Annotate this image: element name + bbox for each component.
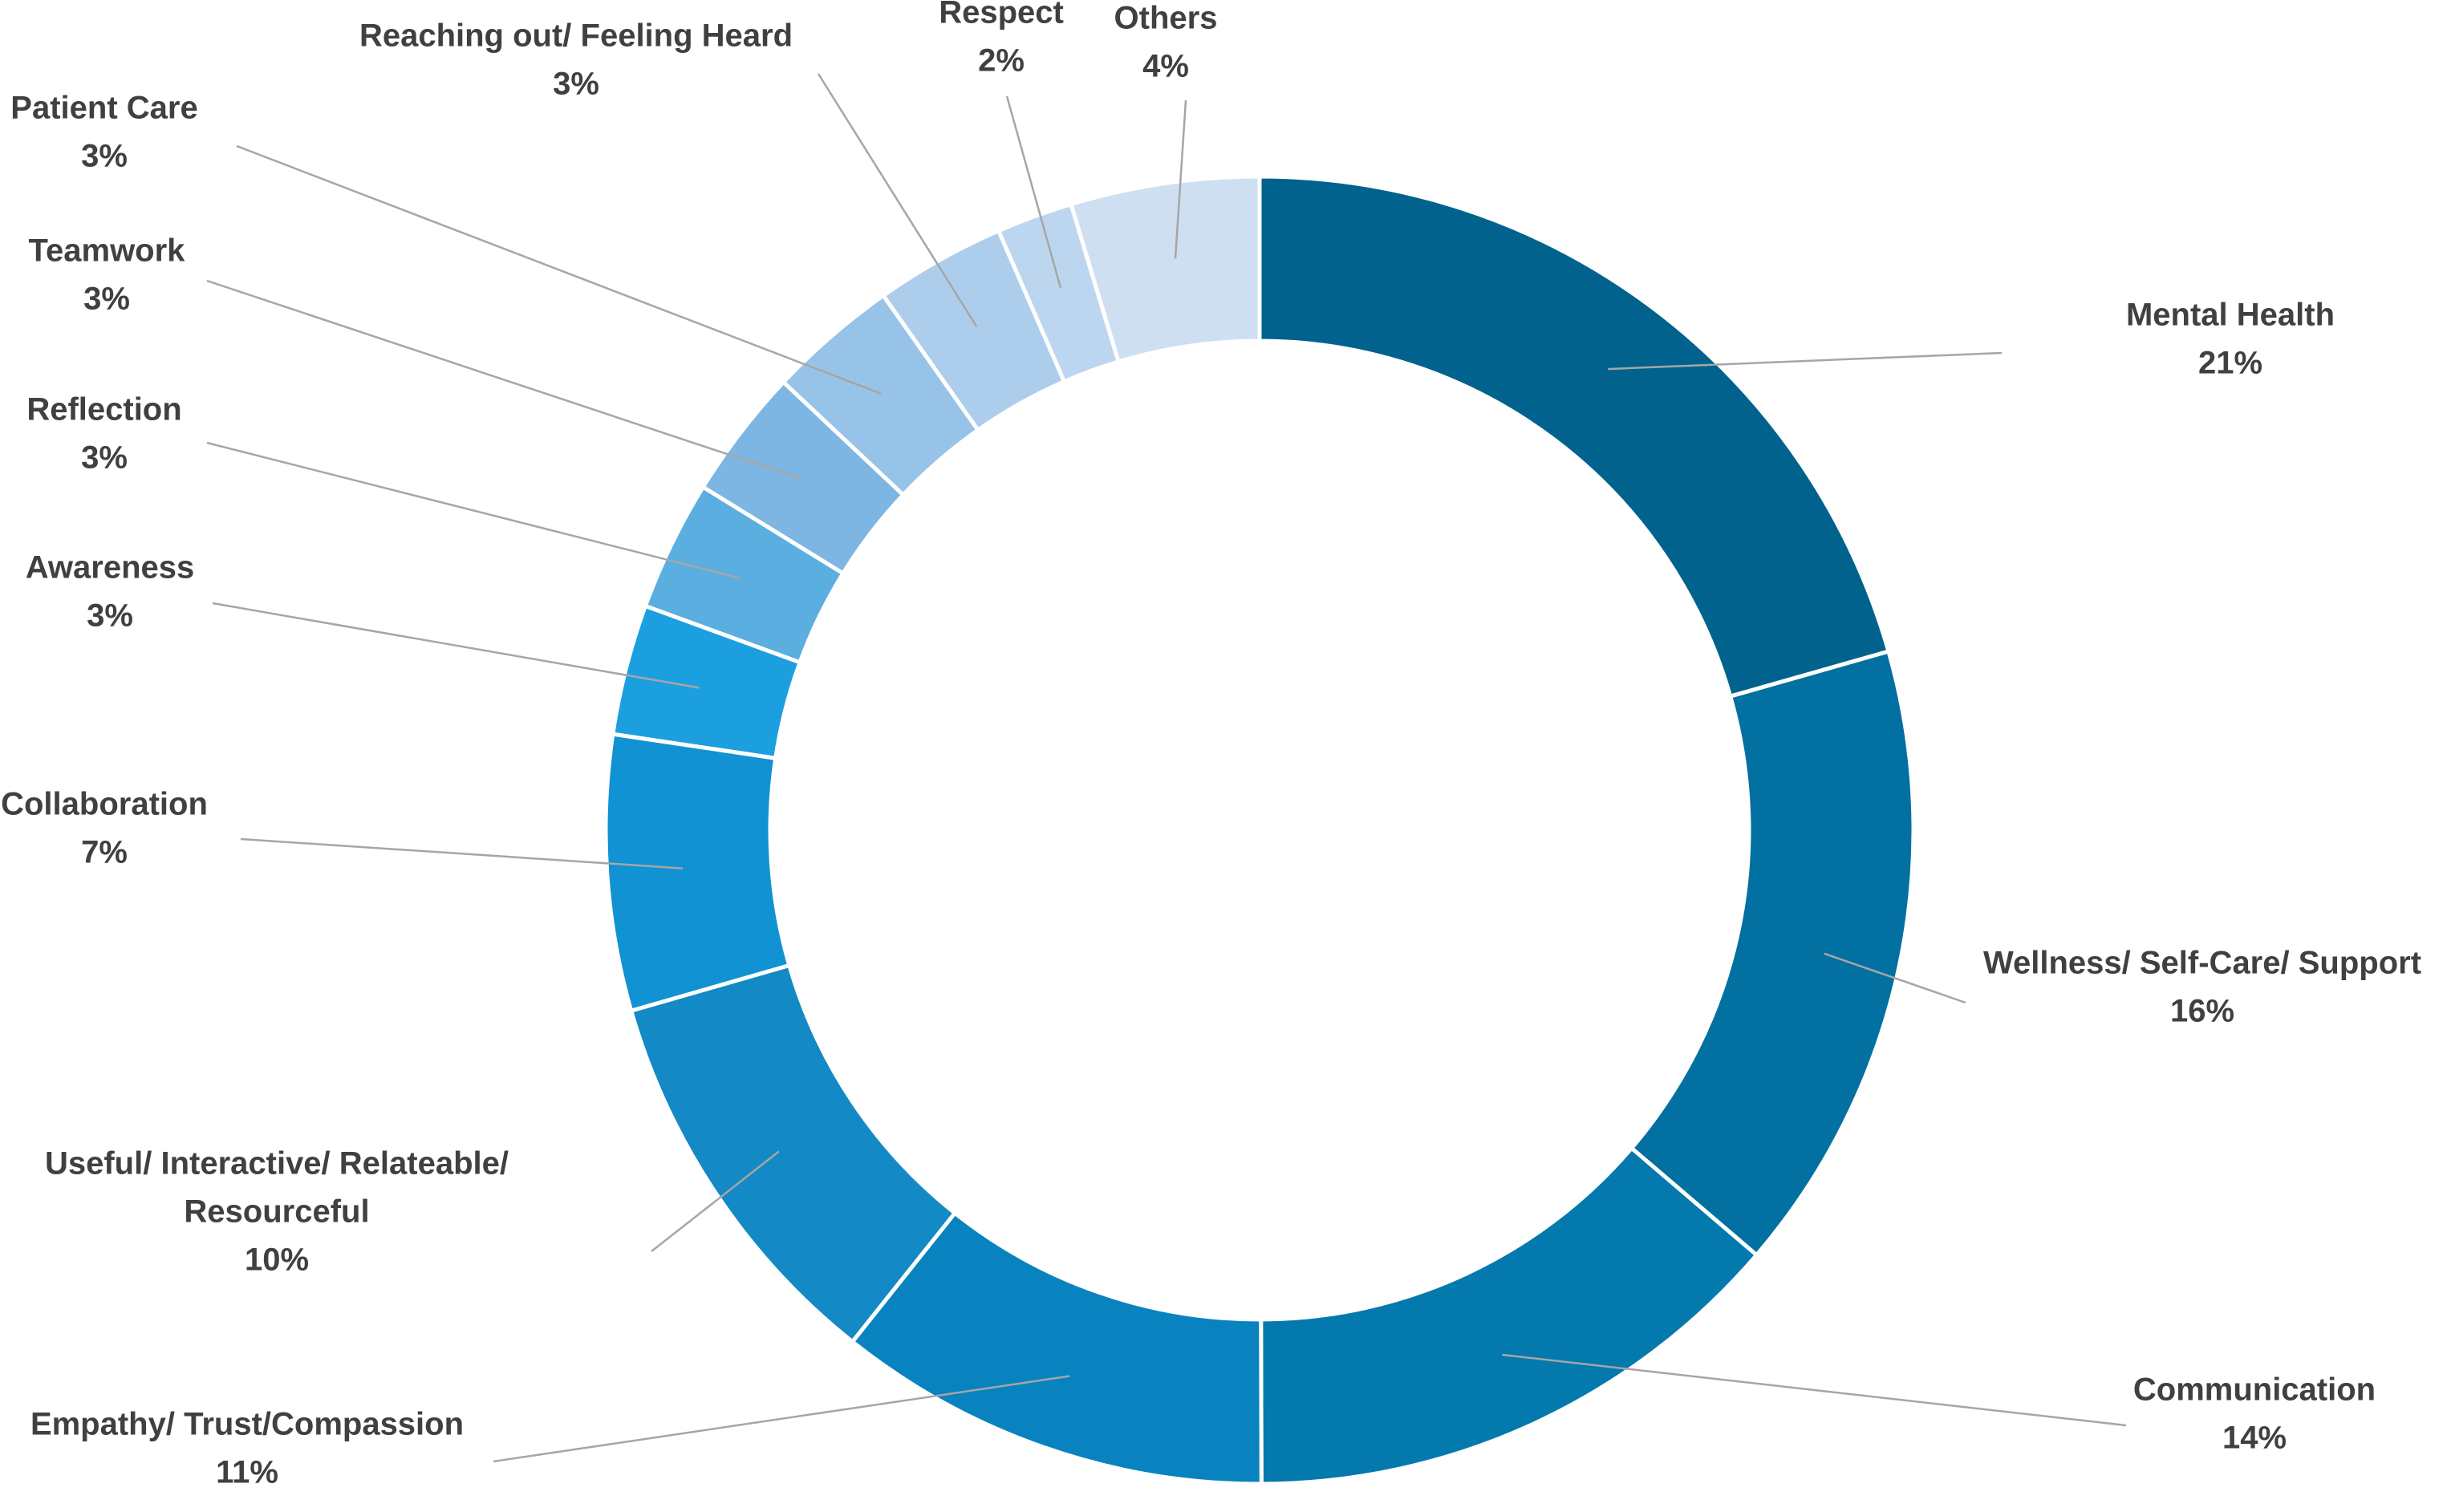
slice-others	[1068, 174, 1262, 365]
leader-line	[212, 602, 700, 689]
slice-percent-label: 21%	[2198, 346, 2262, 381]
slice-category-label: Mental Health	[2126, 298, 2335, 333]
leader-lines	[206, 73, 2127, 1463]
slice-percent-label: 7%	[81, 835, 128, 870]
slice-category-label: Respect	[939, 0, 1064, 30]
leader-line	[493, 1375, 1070, 1463]
slice-percent-label: 3%	[553, 67, 599, 102]
slice-percent-label: 2%	[978, 43, 1025, 79]
donut-slices	[603, 174, 1916, 1486]
leader-line	[817, 73, 978, 327]
slice-category-label: Resourceful	[184, 1194, 369, 1230]
slice-percent-label: 3%	[87, 598, 133, 634]
slice-collaboration	[603, 732, 792, 1014]
slice-percent-label: 16%	[2170, 994, 2234, 1029]
leader-line	[1502, 1353, 2127, 1427]
slice-category-label: Empathy/ Trust/Compassion	[30, 1407, 464, 1442]
slice-percent-label: 3%	[81, 440, 128, 476]
slice-percent-label: 4%	[1142, 49, 1189, 84]
slice-category-label: Collaboration	[1, 787, 208, 822]
slice-percent-label: 10%	[245, 1242, 309, 1278]
leader-line	[240, 837, 684, 870]
slice-category-label: Teamwork	[29, 233, 186, 269]
slice-category-label: Reflection	[26, 392, 181, 428]
slice-category-label: Patient Care	[10, 91, 197, 126]
slice-percent-label: 14%	[2222, 1421, 2287, 1456]
slice-category-label: Useful/ Interactive/ Relateable/	[45, 1146, 509, 1182]
leader-line	[206, 441, 740, 579]
leader-line	[651, 1150, 780, 1252]
slice-mental-health	[1257, 174, 1892, 699]
leader-line	[1608, 351, 2003, 371]
slice-labels: Mental Health 21% Wellness/ Self-Care/ Sup…	[1, 0, 2421, 1490]
slice-category-label: Wellness/ Self-Care/ Support	[1983, 946, 2421, 981]
leader-line	[1005, 95, 1062, 288]
leader-line	[236, 144, 882, 395]
slice-communication	[1259, 1145, 1759, 1486]
leader-line	[1824, 952, 1966, 1004]
slice-percent-label: 3%	[81, 139, 128, 174]
leader-line	[1174, 99, 1187, 259]
slice-percent-label: 11%	[216, 1455, 278, 1490]
slice-category-label: Reaching out/ Feeling Heard	[359, 18, 793, 54]
slice-category-label: Communication	[2133, 1372, 2376, 1408]
slice-percent-label: 3%	[83, 282, 130, 317]
leader-line	[206, 279, 801, 480]
slice-category-label: Others	[1114, 1, 1218, 36]
slice-category-label: Awareness	[26, 550, 195, 586]
slice-wellness-self-care-support	[1629, 649, 1916, 1259]
